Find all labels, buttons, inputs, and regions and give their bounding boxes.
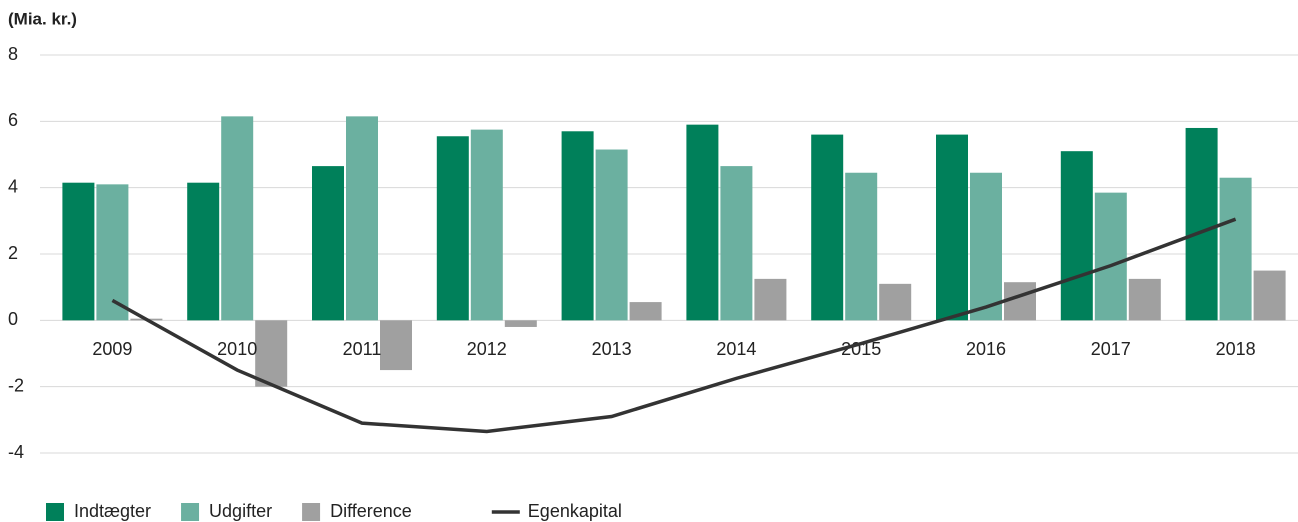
bar: [96, 184, 129, 321]
bar: [1128, 278, 1161, 321]
bar: [1219, 177, 1252, 321]
bar: [1060, 151, 1093, 321]
legend-swatch: [46, 503, 64, 521]
bar: [1004, 282, 1036, 321]
x-tick-label: 2015: [841, 339, 881, 359]
legend-label: Indtægter: [74, 501, 151, 521]
x-tick-label: 2012: [467, 339, 507, 359]
bar: [221, 116, 254, 321]
bar: [811, 134, 844, 321]
bar: [879, 283, 912, 321]
x-tick-label: 2010: [217, 339, 257, 359]
y-tick-label: 4: [8, 176, 18, 196]
bar: [380, 320, 412, 371]
bar: [1094, 192, 1127, 321]
bar: [561, 131, 594, 321]
bar: [845, 172, 878, 321]
legend-swatch: [302, 503, 321, 521]
y-tick-label: 8: [8, 44, 18, 64]
legend-label: Egenkapital: [528, 501, 622, 521]
x-tick-label: 2016: [966, 339, 1006, 359]
y-tick-label: 0: [8, 309, 18, 329]
bar: [470, 129, 503, 321]
bar: [312, 166, 344, 321]
bar: [62, 182, 95, 321]
y-tick-label: 2: [8, 243, 18, 263]
bar: [686, 124, 719, 321]
bar: [1253, 270, 1286, 321]
y-tick-label: -4: [8, 442, 24, 462]
y-axis-label: (Mia. kr.): [8, 9, 77, 28]
y-tick-label: -2: [8, 375, 24, 395]
line: [111, 217, 1237, 434]
x-tick-label: 2009: [92, 339, 132, 359]
bar: [255, 320, 288, 387]
x-tick-label: 2013: [592, 339, 632, 359]
legend-swatch: [181, 503, 200, 521]
legend-label: Udgifter: [209, 501, 272, 521]
bar: [629, 302, 662, 321]
bar: [595, 149, 628, 321]
bar: [1185, 127, 1218, 321]
bar: [754, 278, 787, 321]
x-tick-label: 2011: [343, 339, 382, 359]
bar: [187, 182, 220, 321]
y-tick-label: 6: [8, 110, 18, 130]
bar: [436, 136, 469, 321]
bar: [936, 134, 968, 321]
bar: [970, 172, 1002, 321]
x-tick-label: 2017: [1091, 339, 1131, 359]
x-tick-label: 2014: [716, 339, 756, 359]
bar: [346, 116, 378, 321]
x-tick-label: 2018: [1216, 339, 1256, 359]
bar: [720, 166, 753, 321]
legend-label: Difference: [330, 501, 412, 521]
bar: [504, 320, 537, 327]
